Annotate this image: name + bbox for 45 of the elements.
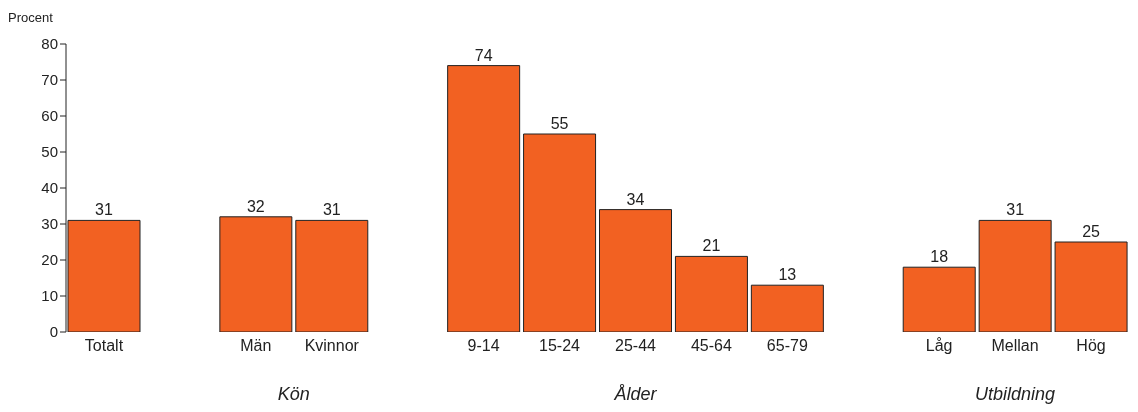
text: Ålder	[613, 384, 658, 405]
data-label: 21	[702, 237, 721, 255]
data-label: 13	[778, 266, 797, 284]
x-tick-label: Mellan	[991, 337, 1039, 355]
data-label: 31	[322, 201, 341, 219]
y-tick-label: 0	[49, 323, 58, 341]
data-label: 74	[474, 46, 493, 64]
x-tick-label: 15-24	[539, 337, 581, 355]
y-tick-label: 50	[41, 143, 58, 161]
data-label: 31	[1006, 201, 1025, 219]
y-tick-label: 70	[41, 71, 58, 89]
x-tick-label: Kvinnor	[304, 337, 360, 355]
bar	[674, 255, 748, 332]
bar	[447, 65, 521, 332]
bar	[219, 216, 293, 332]
y-tick-label: 80	[41, 35, 58, 53]
x-tick-label: 25-44	[615, 337, 657, 355]
x-tick-label: Hög	[1076, 337, 1106, 355]
y-tick-label: 40	[41, 179, 58, 197]
x-tick-label: Män	[240, 337, 272, 355]
x-tick-label: 9-14	[467, 337, 500, 355]
text: Utbildning	[974, 384, 1057, 405]
bar	[750, 284, 824, 332]
data-label: 18	[930, 248, 949, 266]
bar	[902, 266, 976, 332]
bar	[599, 209, 672, 332]
data-label: 31	[95, 201, 113, 219]
y-tick-label: 30	[41, 215, 58, 233]
bar	[295, 219, 369, 332]
y-tick-label: 10	[41, 287, 58, 305]
y-tick-label: 20	[41, 251, 58, 269]
x-tick-label: 65-79	[766, 337, 808, 355]
x-tick-label: 45-64	[690, 337, 732, 355]
data-label: 55	[550, 115, 569, 132]
x-tick-label: Totalt	[84, 337, 124, 355]
data-label: 32	[246, 197, 265, 215]
bar	[523, 133, 597, 332]
bar	[978, 219, 1052, 332]
text: Kön	[276, 384, 311, 405]
bar	[1054, 241, 1128, 332]
data-label: 25	[1082, 223, 1101, 240]
data-label: 34	[626, 190, 645, 208]
y-tick-label: 60	[41, 107, 58, 125]
y-axis-title: Procent	[8, 10, 53, 25]
x-tick-label: Låg	[925, 337, 953, 355]
